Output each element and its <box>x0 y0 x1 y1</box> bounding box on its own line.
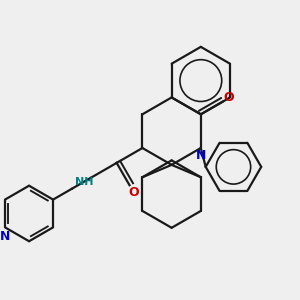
Text: O: O <box>224 92 235 104</box>
Text: O: O <box>128 186 139 199</box>
Text: N: N <box>196 149 206 163</box>
Text: NH: NH <box>75 177 93 187</box>
Text: N: N <box>0 230 10 243</box>
